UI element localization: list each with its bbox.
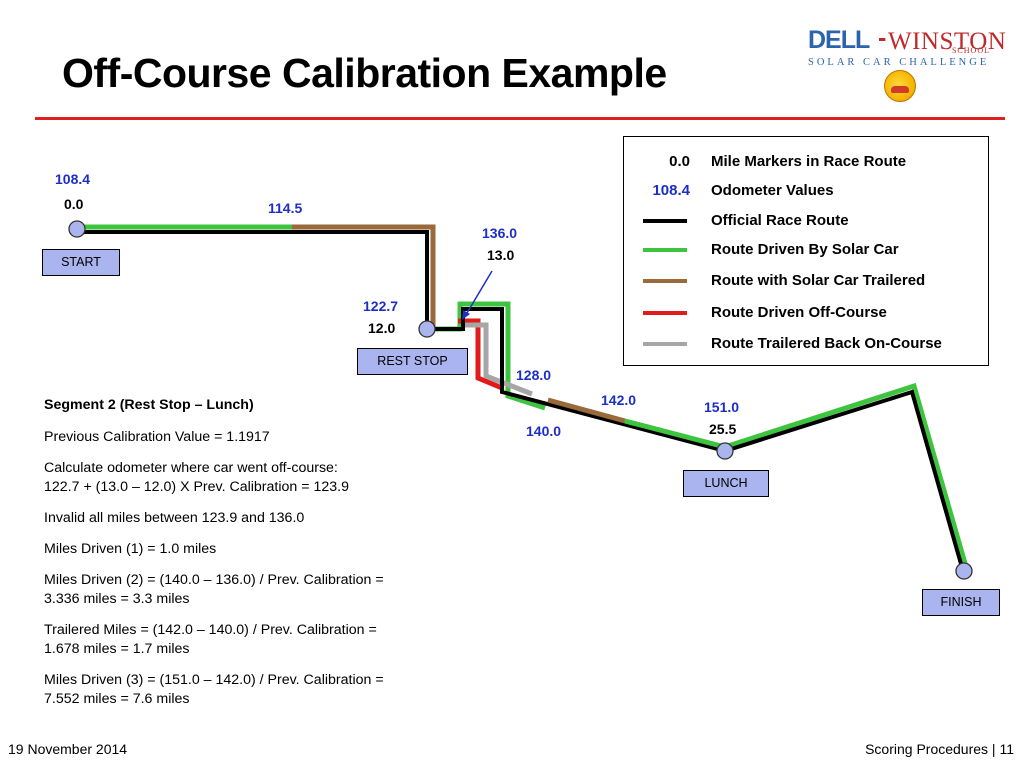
legend-row-official: Official Race Route <box>624 209 990 231</box>
legend-label-off-course: Route Driven Off-Course <box>711 304 887 321</box>
calc-odometer-text: Calculate odometer where car went off-co… <box>44 459 464 497</box>
legend-row-off-course: Route Driven Off-Course <box>624 301 990 323</box>
driven3-line-1: Miles Driven (3) = (151.0 – 142.0) / Pre… <box>44 672 384 688</box>
start-marker-label: 0.0 <box>64 196 84 212</box>
calc-line-2: 122.7 + (13.0 – 12.0) X Prev. Calibratio… <box>44 479 349 495</box>
legend-label-trailered-back: Route Trailered Back On-Course <box>711 335 942 352</box>
rest-marker-label: 12.0 <box>368 320 396 336</box>
legend: 0.0 Mile Markers in Race Route 108.4 Odo… <box>623 136 989 366</box>
odometer-136-label: 136.0 <box>482 225 518 241</box>
legend-swatch-trailered-back <box>643 342 687 346</box>
calculation-notes: Segment 2 (Rest Stop – Lunch) Previous C… <box>44 396 464 721</box>
trailered-miles-text: Trailered Miles = (142.0 – 140.0) / Prev… <box>44 621 464 659</box>
route-trailered-back <box>464 322 533 397</box>
legend-row-trailered-back: Route Trailered Back On-Course <box>624 332 990 354</box>
legend-row-odometer: 108.4 Odometer Values <box>624 179 990 201</box>
legend-marker-key: 0.0 <box>669 153 690 170</box>
odometer-140-label: 140.0 <box>526 423 562 439</box>
legend-label-official: Official Race Route <box>711 212 849 229</box>
legend-odometer-label: Odometer Values <box>711 182 834 199</box>
title-divider <box>35 117 1005 120</box>
odometer-114-5-label: 114.5 <box>268 200 303 216</box>
lunch-box: LUNCH <box>683 470 769 497</box>
node-finish <box>955 562 973 580</box>
legend-marker-label: Mile Markers in Race Route <box>711 153 907 170</box>
route-trailered-first <box>292 224 436 329</box>
logo-name: WINSTON <box>888 28 1007 55</box>
legend-swatch-off-course <box>643 311 687 315</box>
legend-swatch-trailered <box>643 279 687 283</box>
slide-title: Off-Course Calibration Example <box>62 50 667 96</box>
logo-school: SCHOOL <box>951 46 990 55</box>
legend-label-trailered: Route with Solar Car Trailered <box>711 272 926 289</box>
route-driven-to-finish <box>724 382 969 568</box>
footer-date: 19 November 2014 <box>8 741 128 757</box>
odometer-142-label: 142.0 <box>601 392 637 408</box>
sun-mascot-icon <box>884 70 916 102</box>
official-route-segment-3 <box>724 389 965 572</box>
logo-brand: DELL <box>808 26 870 54</box>
calc-line-1: Calculate odometer where car went off-co… <box>44 460 338 476</box>
miles-driven-2-text: Miles Driven (2) = (140.0 – 136.0) / Pre… <box>44 571 464 609</box>
legend-row-marker: 0.0 Mile Markers in Race Route <box>624 150 990 172</box>
driven3-line-2: 7.552 miles = 7.6 miles <box>44 691 190 707</box>
lunch-odometer-label: 151.0 <box>704 399 740 415</box>
node-lunch <box>716 442 734 460</box>
start-odometer-label: 108.4 <box>55 171 91 187</box>
legend-swatch-driven <box>643 248 687 252</box>
node-rest-stop <box>418 320 436 338</box>
pointer-arrow-line <box>466 270 493 314</box>
odometer-128-label: 128.0 <box>516 367 552 383</box>
start-box: START <box>42 249 120 276</box>
legend-swatch-official <box>643 219 687 223</box>
trailered-line-2: 1.678 miles = 1.7 miles <box>44 641 190 657</box>
pointer-arrowhead <box>462 310 470 320</box>
miles-driven-1-text: Miles Driven (1) = 1.0 miles <box>44 541 217 557</box>
finish-box: FINISH <box>922 589 1000 616</box>
rest-stop-box: REST STOP <box>357 348 468 375</box>
legend-row-trailered: Route with Solar Car Trailered <box>624 269 990 291</box>
invalid-miles-text: Invalid all miles between 123.9 and 136.… <box>44 510 305 526</box>
route-trailered-second <box>547 397 626 424</box>
dell-winston-logo: DELL - WINSTON SCHOOL SOLAR CAR CHALLENG… <box>808 24 1006 104</box>
route-driven-to-lunch <box>624 418 726 450</box>
official-route-segment-2 <box>427 307 726 453</box>
trailered-line-1: Trailered Miles = (142.0 – 140.0) / Prev… <box>44 622 377 638</box>
node-start <box>68 220 86 238</box>
official-route-segment-1 <box>77 230 429 329</box>
prev-calibration-text: Previous Calibration Value = 1.1917 <box>44 429 270 445</box>
miles-driven-3-text: Miles Driven (3) = (151.0 – 142.0) / Pre… <box>44 671 464 709</box>
legend-row-driven: Route Driven By Solar Car <box>624 238 990 260</box>
legend-odometer-key: 108.4 <box>652 182 690 199</box>
lunch-marker-label: 25.5 <box>709 421 737 437</box>
legend-label-driven: Route Driven By Solar Car <box>711 241 899 258</box>
segment-heading: Segment 2 (Rest Stop – Lunch) <box>44 397 254 413</box>
footer-section: Scoring Procedures | 11 <box>865 741 1014 757</box>
driven2-line-1: Miles Driven (2) = (140.0 – 136.0) / Pre… <box>44 572 384 588</box>
logo-tagline: SOLAR CAR CHALLENGE <box>808 57 990 68</box>
rest-odometer-label: 122.7 <box>363 298 399 314</box>
marker-13-label: 13.0 <box>487 247 515 263</box>
route-off-course <box>458 318 503 391</box>
logo-dash: - <box>878 24 887 52</box>
driven2-line-2: 3.336 miles = 3.3 miles <box>44 591 190 607</box>
